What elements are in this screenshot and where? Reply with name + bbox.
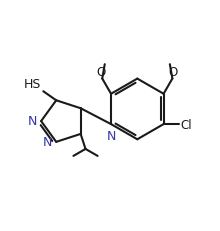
Text: N: N <box>107 129 116 142</box>
Text: Cl: Cl <box>181 118 192 131</box>
Text: N: N <box>28 115 37 128</box>
Text: O: O <box>169 66 178 79</box>
Text: N: N <box>43 135 52 148</box>
Text: O: O <box>96 66 105 79</box>
Text: HS: HS <box>24 78 42 91</box>
